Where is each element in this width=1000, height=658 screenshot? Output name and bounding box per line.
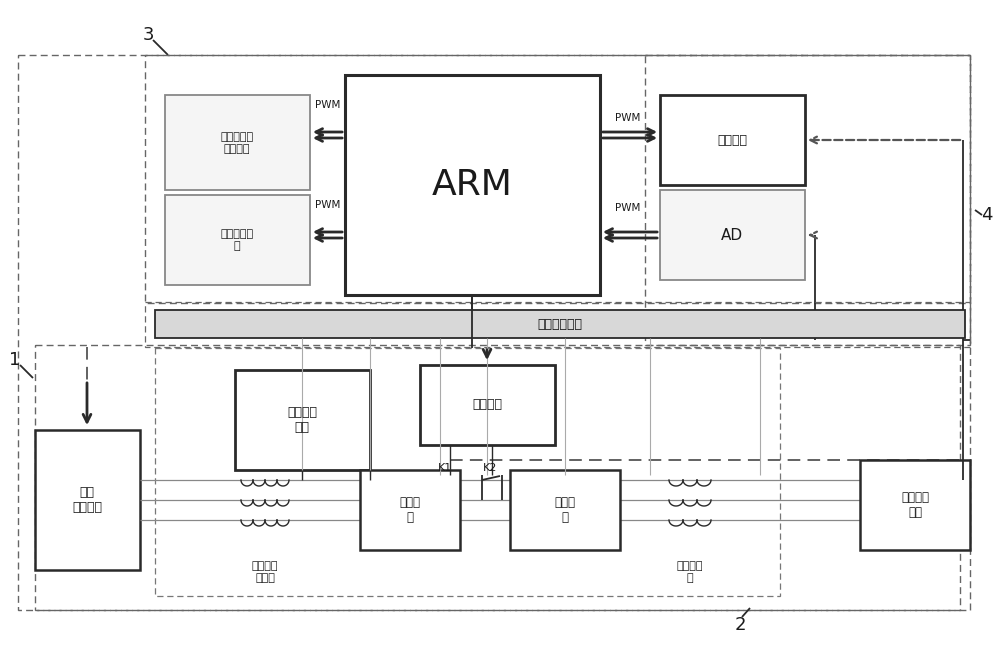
- Text: 整流电
路: 整流电 路: [400, 496, 420, 524]
- Text: 2: 2: [734, 616, 746, 634]
- Bar: [18, 55, 970, 610]
- Bar: [165, 95, 310, 190]
- Text: 三相滤波
器: 三相滤波 器: [677, 561, 703, 583]
- Bar: [360, 470, 460, 550]
- Text: 3: 3: [142, 26, 154, 44]
- Bar: [235, 370, 370, 470]
- Text: 信号采集电路: 信号采集电路: [538, 318, 582, 330]
- Text: PWM: PWM: [315, 100, 341, 110]
- Bar: [660, 95, 805, 185]
- Text: 风力
发电机组: 风力 发电机组: [72, 486, 102, 514]
- Bar: [35, 430, 140, 570]
- Text: 蓄电池控制
器: 蓄电池控制 器: [220, 229, 254, 251]
- Text: 本地交流
负载: 本地交流 负载: [901, 491, 929, 519]
- Text: 本地直流
负载: 本地直流 负载: [287, 406, 317, 434]
- Bar: [860, 460, 970, 550]
- Text: 1: 1: [9, 351, 21, 369]
- Bar: [145, 55, 970, 303]
- Bar: [165, 195, 310, 285]
- Text: 有源电力
滤波器: 有源电力 滤波器: [252, 561, 278, 583]
- Text: PWM: PWM: [315, 200, 341, 210]
- Bar: [155, 348, 780, 596]
- Text: PWM: PWM: [615, 203, 641, 213]
- Bar: [35, 345, 960, 610]
- Text: K2: K2: [483, 463, 497, 473]
- Text: 最大功率跟
踪控制器: 最大功率跟 踪控制器: [220, 132, 254, 154]
- Text: ARM: ARM: [432, 168, 512, 202]
- Bar: [145, 302, 970, 347]
- Text: K1: K1: [438, 463, 452, 473]
- Text: 蓄电池组: 蓄电池组: [472, 399, 502, 411]
- Bar: [510, 470, 620, 550]
- Bar: [645, 55, 970, 345]
- Bar: [660, 190, 805, 280]
- Bar: [155, 310, 965, 338]
- Bar: [345, 75, 600, 295]
- Text: 逆变电
路: 逆变电 路: [554, 496, 576, 524]
- Text: AD: AD: [721, 228, 743, 243]
- Text: 触发电路: 触发电路: [717, 134, 747, 147]
- Text: 4: 4: [981, 206, 993, 224]
- Text: PWM: PWM: [615, 113, 641, 123]
- Bar: [420, 365, 555, 445]
